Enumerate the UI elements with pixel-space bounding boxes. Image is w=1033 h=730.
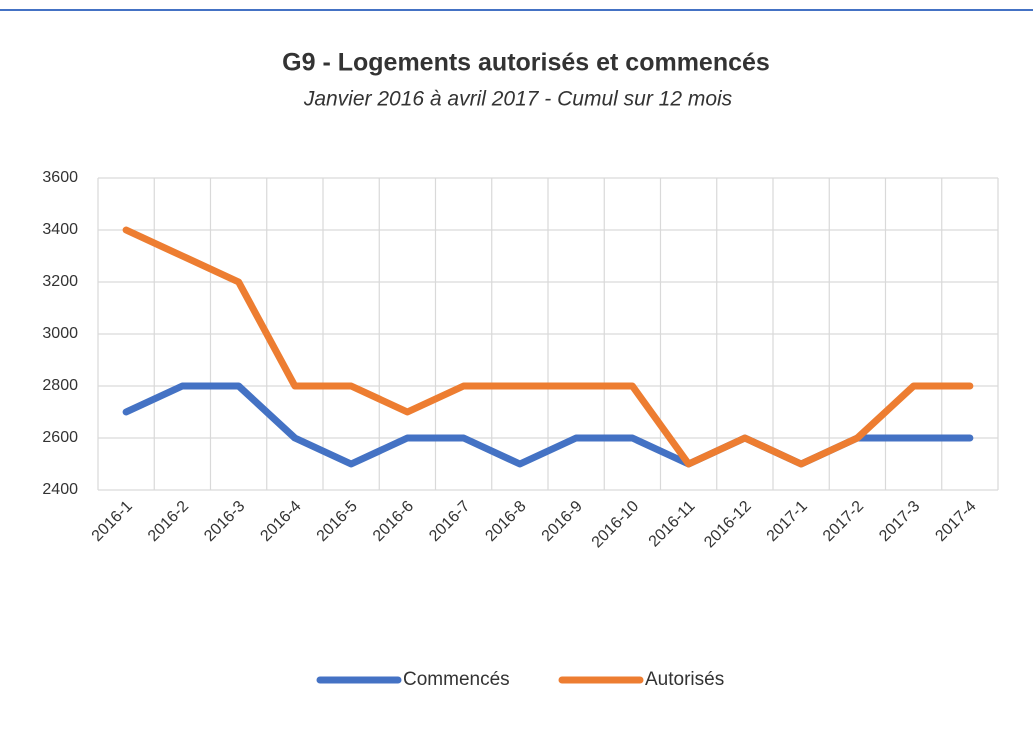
- x-tick-label: 2016-3: [201, 498, 248, 545]
- y-tick-label: 3400: [42, 221, 78, 238]
- y-tick-label: 3000: [42, 325, 78, 342]
- y-tick-label: 2400: [42, 481, 78, 498]
- legend-label: Commencés: [403, 669, 510, 690]
- x-tick-label: 2016-6: [370, 498, 417, 545]
- x-tick-label: 2016-9: [539, 498, 586, 545]
- x-tick-label: 2016-5: [314, 498, 361, 545]
- x-tick-label: 2016-11: [646, 498, 699, 551]
- x-tick-label: 2017-1: [764, 498, 811, 545]
- x-tick-label: 2016-4: [257, 498, 304, 545]
- chart-subtitle: Janvier 2016 à avril 2017 - Cumul sur 12…: [303, 88, 733, 111]
- x-tick-label: 2016-1: [89, 498, 136, 545]
- x-tick-label: 2016-12: [701, 498, 755, 552]
- y-tick-label: 2600: [42, 429, 78, 446]
- y-tick-label: 2800: [42, 377, 78, 394]
- x-tick-label: 2016-8: [482, 498, 529, 545]
- x-tick-label: 2016-10: [589, 498, 643, 552]
- y-tick-label: 3600: [42, 169, 78, 186]
- series-line: [122, 226, 974, 468]
- x-tick-label: 2017-2: [820, 498, 867, 545]
- x-tick-label: 2016-2: [145, 498, 192, 545]
- legend-label: Autorisés: [645, 669, 724, 690]
- chart-title: G9 - Logements autorisés et commencés: [282, 49, 770, 77]
- x-tick-label: 2016-7: [426, 498, 473, 545]
- x-tick-label: 2017-4: [932, 498, 979, 545]
- y-tick-label: 3200: [42, 273, 78, 290]
- x-tick-label: 2017-3: [876, 498, 923, 545]
